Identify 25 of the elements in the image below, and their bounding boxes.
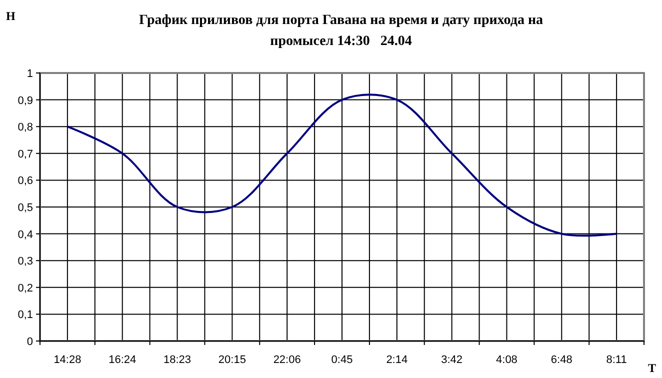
x-tick-label: 6:48: [550, 354, 572, 366]
x-tick-label: 8:11: [606, 354, 627, 366]
x-tick-label: 4:08: [496, 354, 518, 366]
y-tick-label: 0,5: [18, 202, 33, 214]
chart-title: График приливов для порта Гавана на время и дату прихода на промысел 14:30 24.04: [138, 13, 544, 49]
x-tick-label: 18:23: [164, 354, 192, 366]
x-tick-label: 3:42: [441, 354, 463, 366]
x-tick-label: 0:45: [331, 354, 353, 366]
y-tick-label: 0,9: [18, 94, 33, 107]
y-tick-label: 0,4: [18, 228, 33, 241]
y-tick-label: 0,1: [18, 309, 33, 322]
x-axis-title: Т: [648, 361, 656, 375]
y-tick-label: 0,2: [18, 282, 33, 294]
x-tick-label: 22:06: [273, 354, 301, 366]
y-axis-title: Н: [6, 9, 16, 23]
y-tick-label: 0,8: [18, 122, 33, 134]
y-tick-label: 1: [26, 68, 33, 80]
y-tick-label: 0: [26, 336, 33, 348]
x-tick-label: 16:24: [108, 354, 136, 366]
x-tick-label: 20:15: [218, 354, 246, 366]
x-tick-label: 2:14: [386, 354, 408, 366]
y-tick-label: 0,7: [18, 148, 33, 160]
y-tick-label: 0,3: [18, 256, 33, 268]
y-tick-label: 0,6: [18, 175, 33, 188]
x-tick-label: 14:28: [54, 354, 82, 366]
